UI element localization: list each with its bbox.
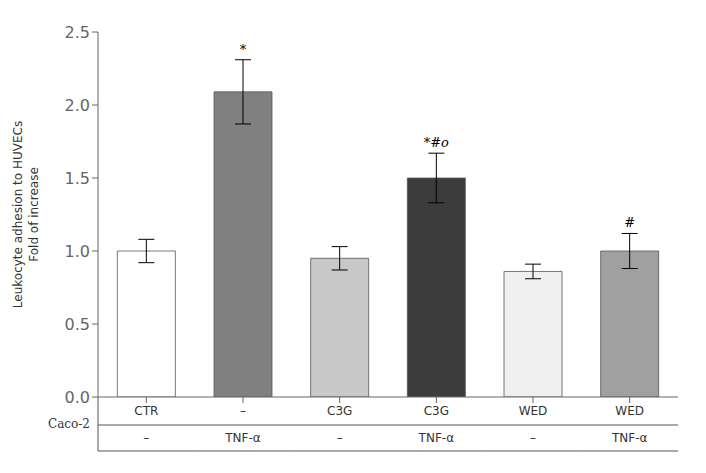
svg-text:TNF-α: TNF-α: [418, 431, 455, 445]
svg-text:–: –: [240, 404, 246, 418]
svg-text:C3G: C3G: [327, 404, 352, 418]
svg-text:TNF-α: TNF-α: [611, 431, 648, 445]
svg-text:–: –: [337, 431, 343, 445]
svg-text:–: –: [143, 431, 149, 445]
svg-text:Leukocyte adhesion to HUVECs: Leukocyte adhesion to HUVECs: [11, 121, 25, 308]
svg-text:Fold of increase: Fold of increase: [27, 167, 41, 262]
svg-text:2.0: 2.0: [65, 96, 90, 115]
svg-text:WED: WED: [519, 404, 548, 418]
svg-text:*: *: [240, 42, 247, 57]
svg-text:2.5: 2.5: [65, 23, 90, 42]
svg-text:1.0: 1.0: [65, 242, 90, 261]
svg-text:0.5: 0.5: [65, 315, 90, 334]
svg-text:*#o: *#o: [424, 135, 449, 150]
svg-text:#: #: [624, 215, 635, 230]
svg-text:C3G: C3G: [424, 404, 449, 418]
svg-text:1.5: 1.5: [65, 169, 90, 188]
svg-text:WED: WED: [615, 404, 644, 418]
svg-text:–: –: [530, 431, 536, 445]
svg-text:CTR: CTR: [134, 404, 158, 418]
svg-text:0.0: 0.0: [65, 388, 90, 407]
svg-text:Caco-2: Caco-2: [48, 417, 90, 431]
svg-text:TNF-α: TNF-α: [224, 431, 261, 445]
